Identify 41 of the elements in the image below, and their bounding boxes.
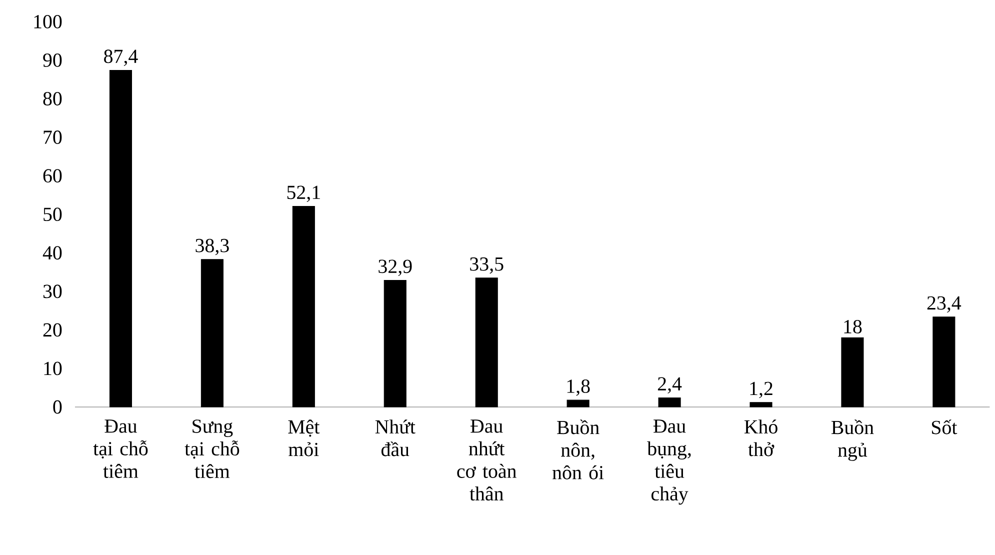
data-label: 1,2 xyxy=(750,382,772,398)
x-tick-label: Sưng tại chỗ tiêm xyxy=(184,420,240,478)
y-tick-label: 10 xyxy=(44,362,62,376)
bar xyxy=(932,316,956,408)
x-tick-label: Đau tại chỗ tiêm xyxy=(93,420,148,478)
bar xyxy=(292,206,315,408)
bar xyxy=(200,259,224,408)
y-tick-label: 70 xyxy=(44,130,62,144)
x-tick-label: Nhứt đầu xyxy=(375,420,416,456)
bar xyxy=(384,280,406,408)
data-label: 18 xyxy=(844,320,862,334)
bar xyxy=(750,402,772,408)
data-label: 52,1 xyxy=(287,186,320,202)
bar xyxy=(109,70,132,408)
y-tick-label: 0 xyxy=(53,400,62,414)
bar xyxy=(658,397,681,408)
data-label: 32,9 xyxy=(378,260,412,276)
y-tick-label: 50 xyxy=(44,208,62,222)
x-tick-label: Khó thở xyxy=(744,420,778,456)
y-tick-label: 30 xyxy=(43,284,62,298)
y-tick-label: 100 xyxy=(34,14,62,28)
y-tick-label: 40 xyxy=(42,246,62,260)
data-label: 1,8 xyxy=(567,380,590,396)
x-tick-label: Sốt xyxy=(932,420,958,434)
data-label: 2,4 xyxy=(658,377,682,394)
x-tick-label: Buồn nôn, nôn ói xyxy=(552,420,604,480)
x-tick-label: Mệt mỏi xyxy=(288,420,320,456)
bar xyxy=(475,278,498,408)
data-label: 87,4 xyxy=(104,50,138,66)
y-tick-label: 80 xyxy=(43,92,62,106)
y-tick-label: 60 xyxy=(43,169,62,183)
x-tick-label: Buồn ngủ xyxy=(831,420,874,461)
x-tick-label: Đau bụng, tiêu chảy xyxy=(647,420,691,505)
data-label: 23,4 xyxy=(927,296,962,313)
y-tick-label: 20 xyxy=(43,323,62,337)
data-label: 38,3 xyxy=(196,238,229,256)
data-label: 33,5 xyxy=(470,257,504,274)
bar xyxy=(566,400,590,408)
y-tick-label: 90 xyxy=(43,53,62,67)
x-tick-label: Đau nhứt cơ toàn thân xyxy=(457,420,516,501)
bar xyxy=(841,337,864,408)
